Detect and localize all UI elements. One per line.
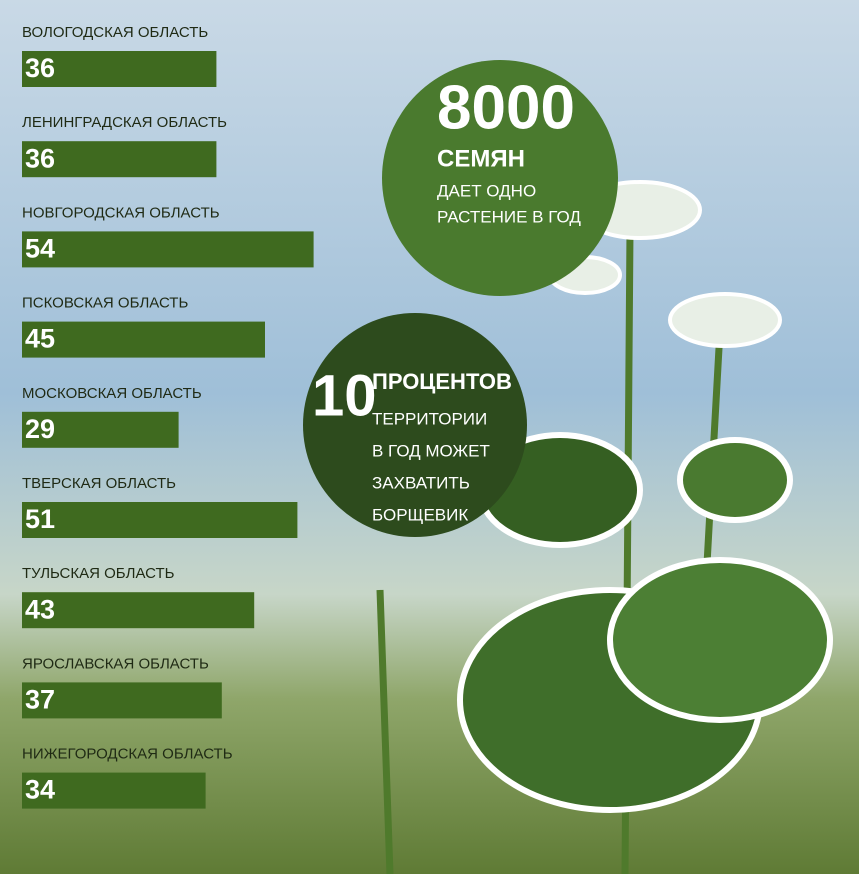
bar <box>22 322 265 358</box>
annotation-number: 8000 <box>437 73 575 142</box>
bar <box>22 502 297 538</box>
annotation-text: РАСТЕНИЕ В ГОД <box>437 207 581 226</box>
annotation-text: СЕМЯН <box>437 145 525 172</box>
value-label: 29 <box>25 414 55 444</box>
value-label: 36 <box>25 143 55 173</box>
value-label: 54 <box>25 234 55 264</box>
category-label: МОСКОВСКАЯ ОБЛАСТЬ <box>22 385 202 402</box>
annotation-text: ПРОЦЕНТОВ <box>372 369 512 394</box>
category-label: НОВГОРОДСКАЯ ОБЛАСТЬ <box>22 204 220 221</box>
annotation-text: ДАЕТ ОДНО <box>437 181 536 200</box>
annotation-text: В ГОД МОЖЕТ <box>372 441 490 460</box>
category-label: ТУЛЬСКАЯ ОБЛАСТЬ <box>22 565 175 582</box>
bar <box>22 592 254 628</box>
value-label: 43 <box>25 594 55 624</box>
annotation-text: ЗАХВАТИТЬ <box>372 473 470 492</box>
category-label: ТВЕРСКАЯ ОБЛАСТЬ <box>22 475 176 492</box>
value-label: 36 <box>25 53 55 83</box>
category-label: ЯРОСЛАВСКАЯ ОБЛАСТЬ <box>22 655 209 672</box>
annotation-text: БОРЩЕВИК <box>372 505 468 524</box>
category-label: ЛЕНИНГРАДСКАЯ ОБЛАСТЬ <box>22 114 227 131</box>
category-label: НИЖЕГОРОДСКАЯ ОБЛАСТЬ <box>22 746 233 763</box>
category-label: ВОЛОГОДСКАЯ ОБЛАСТЬ <box>22 24 208 41</box>
annotation-text: ТЕРРИТОРИИ <box>372 409 487 428</box>
category-label: ПСКОВСКАЯ ОБЛАСТЬ <box>22 295 188 312</box>
value-label: 34 <box>25 775 55 805</box>
bar <box>22 231 314 267</box>
value-label: 37 <box>25 685 55 715</box>
annotation-number: 10 <box>312 363 377 428</box>
value-label: 51 <box>25 504 55 534</box>
value-label: 45 <box>25 324 55 354</box>
infographic: ВОЛОГОДСКАЯ ОБЛАСТЬ 36 ЛЕНИНГРАДСКАЯ ОБЛАС… <box>0 0 859 874</box>
